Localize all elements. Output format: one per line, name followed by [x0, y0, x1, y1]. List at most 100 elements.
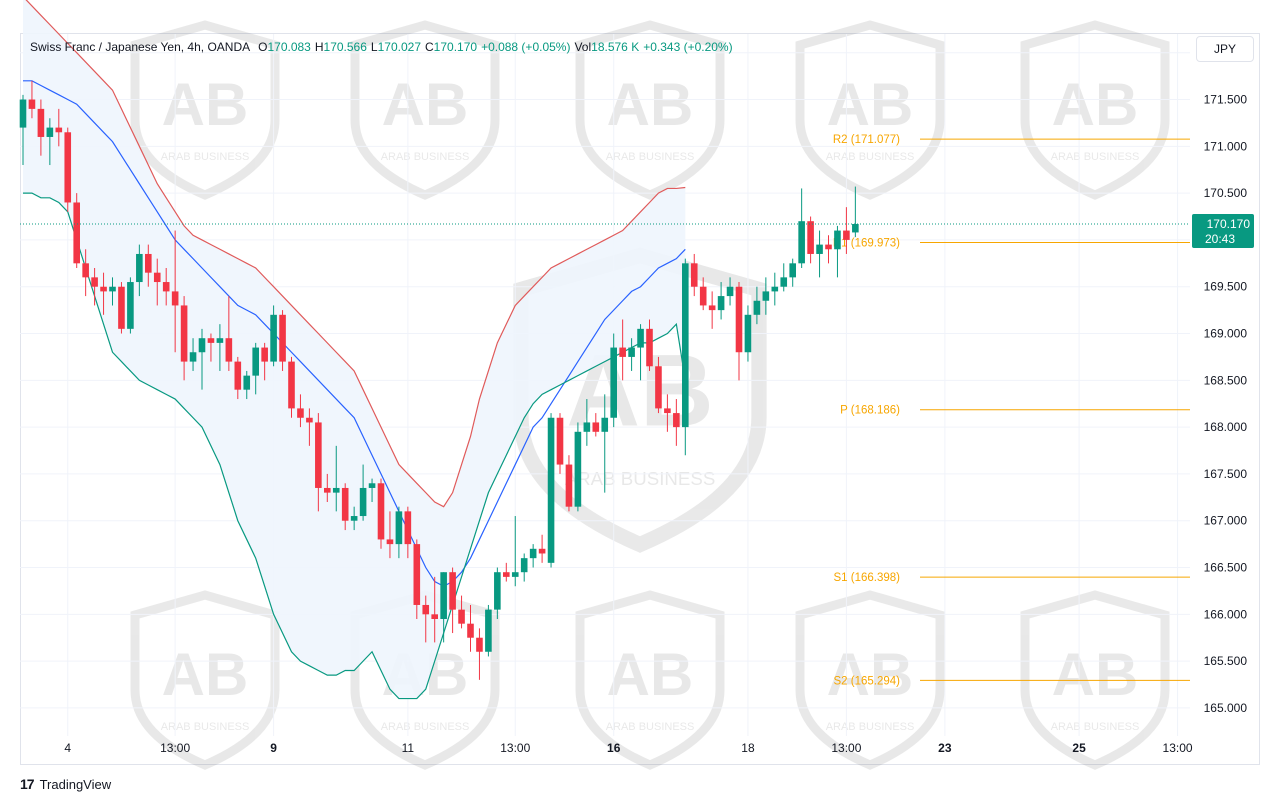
candle-body [664, 408, 671, 414]
candle-body [458, 609, 465, 624]
candle-body [852, 224, 859, 233]
candle-body [413, 544, 421, 605]
candle-body [583, 422, 591, 432]
candle-body [834, 230, 841, 250]
candle-body [55, 127, 63, 133]
time-tick-label: 4 [64, 741, 71, 755]
time-tick-label: 11 [402, 741, 415, 755]
time-tick-label: 18 [741, 741, 755, 755]
candle-body [386, 539, 394, 545]
candle-body [350, 516, 358, 521]
candle-body [735, 286, 743, 353]
watermark-text: ARAB BUSINESS [565, 468, 716, 489]
high-label: H [314, 40, 324, 54]
price-tick-label: 168.000 [1204, 420, 1248, 434]
watermark-shield-icon [1020, 20, 1170, 200]
watermark-logo-icon: AB ARAB BUSINESS [350, 20, 500, 200]
candle-body [216, 338, 224, 343]
candle-body [198, 338, 206, 353]
volume-change: +0.343 (+0.20%) [643, 40, 733, 54]
low-value: 170.027 [377, 40, 421, 54]
watermark-text: ARAB BUSINESS [826, 721, 915, 733]
brand-name[interactable]: TradingView [39, 776, 112, 792]
watermark-shield-icon [350, 590, 500, 770]
candle-body [37, 108, 45, 137]
watermark-logo-icon: AB ARAB BUSINESS [130, 20, 280, 200]
candle-body [690, 263, 698, 287]
candle-body [431, 614, 438, 619]
candle-body [109, 286, 116, 292]
watermark-shield-icon [130, 590, 280, 770]
candle-body [467, 623, 474, 638]
candle-body [628, 347, 635, 357]
candle-body [843, 230, 850, 240]
last-price-value: 170.170 [1207, 217, 1251, 231]
candle-body [341, 487, 349, 521]
price-tick-label: 167.000 [1204, 514, 1248, 528]
watermark-shield-icon [575, 20, 725, 200]
candle-body [511, 572, 519, 577]
price-tick-label: 171.500 [1204, 93, 1248, 107]
pivot-label-r1: R1 (169.973) [833, 237, 900, 249]
chart-frame[interactable] [20, 33, 1260, 765]
price-tick-label: 165.500 [1204, 654, 1248, 668]
price-axis[interactable]: 172.000171.500171.000170.500170.000169.5… [1204, 46, 1248, 715]
time-tick-label: 25 [1072, 741, 1086, 755]
price-tick-label: 171.000 [1204, 139, 1248, 153]
candle-body [368, 483, 376, 488]
candle-body [682, 263, 689, 428]
candle-body [64, 132, 72, 203]
watermark-shield-icon [350, 20, 500, 200]
last-price-tag [1192, 214, 1254, 249]
time-axis[interactable]: 4 13:00 9 11 13:00 16 18 13:00 23 25 13:00 [64, 741, 1192, 755]
volume-label: Vol [574, 40, 592, 54]
candle-body [261, 347, 268, 362]
time-tick-label: 13:00 [160, 741, 190, 755]
candle-body [189, 352, 197, 362]
tradingview-logo-icon[interactable]: 17 [20, 776, 35, 792]
candle-body [73, 202, 80, 264]
candle-body [270, 314, 277, 362]
bollinger-bands [23, 0, 686, 700]
watermark-logo-icon: AB ARAB BUSINESS [130, 590, 280, 770]
candle-body [127, 282, 134, 329]
price-tick-label: 170.500 [1204, 186, 1248, 200]
candle-body [136, 253, 143, 283]
price-tick-label: 169.000 [1204, 327, 1248, 341]
candle-body [520, 558, 528, 573]
watermark-letters: AB [607, 641, 694, 708]
candle-body [252, 347, 259, 376]
currency-button[interactable]: JPY [1196, 36, 1254, 62]
open-label: O [258, 40, 268, 54]
close-value: 170.170 [433, 40, 478, 54]
watermark-text: ARAB BUSINESS [161, 721, 250, 733]
watermark-letters: AB [827, 71, 914, 138]
candle-body [744, 314, 752, 353]
candle-body [315, 422, 322, 488]
watermark-letters: AB [162, 71, 249, 138]
candle-body [708, 305, 716, 311]
watermark-shield-icon [130, 20, 280, 200]
watermark-text: ARAB BUSINESS [826, 151, 915, 163]
price-tick-label: 167.500 [1204, 467, 1248, 481]
close-label: C [425, 40, 434, 54]
candle-body [234, 361, 242, 390]
candle-body [440, 572, 447, 619]
candle-body [279, 314, 286, 362]
volume-value: 18.576 K [591, 40, 640, 54]
candle-body [646, 328, 653, 367]
low-label: L [370, 40, 378, 54]
candle-body [601, 417, 609, 432]
candle-body [529, 548, 537, 559]
pivot-label-s2: S2 (165.294) [834, 675, 901, 687]
watermark-shield-icon [1020, 590, 1170, 770]
candle-body [207, 338, 215, 343]
candle-body [306, 417, 313, 423]
symbol-title: Swiss Franc / Japanese Yen, 4h, OANDA [30, 40, 251, 54]
candle-body [699, 286, 707, 306]
candle-body [395, 511, 403, 545]
candle-body [753, 300, 761, 315]
watermark-logo-icon: AB ARAB BUSINESS [575, 590, 725, 770]
